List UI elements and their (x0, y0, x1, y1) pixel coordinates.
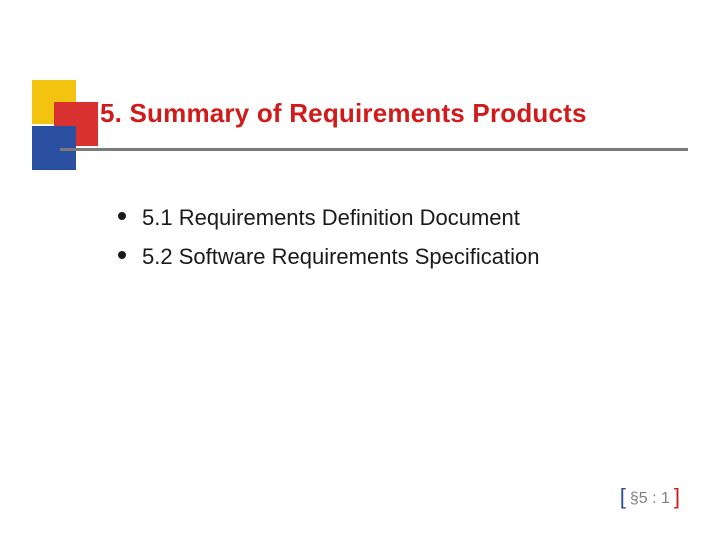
slide: 5. Summary of Requirements Products 5.1 … (0, 0, 720, 540)
body-content: 5.1 Requirements Definition Document 5.2… (118, 200, 678, 278)
slide-title: 5. Summary of Requirements Products (100, 98, 587, 129)
list-item: 5.2 Software Requirements Specification (118, 239, 678, 274)
bullet-list: 5.1 Requirements Definition Document 5.2… (118, 200, 678, 274)
page-marker-text: §5 : 1 (630, 490, 670, 507)
page-marker: [§5 : 1] (620, 484, 680, 510)
bracket-close-icon: ] (674, 484, 680, 509)
title-rule (60, 148, 688, 151)
bracket-open-icon: [ (620, 484, 626, 509)
list-item: 5.1 Requirements Definition Document (118, 200, 678, 235)
